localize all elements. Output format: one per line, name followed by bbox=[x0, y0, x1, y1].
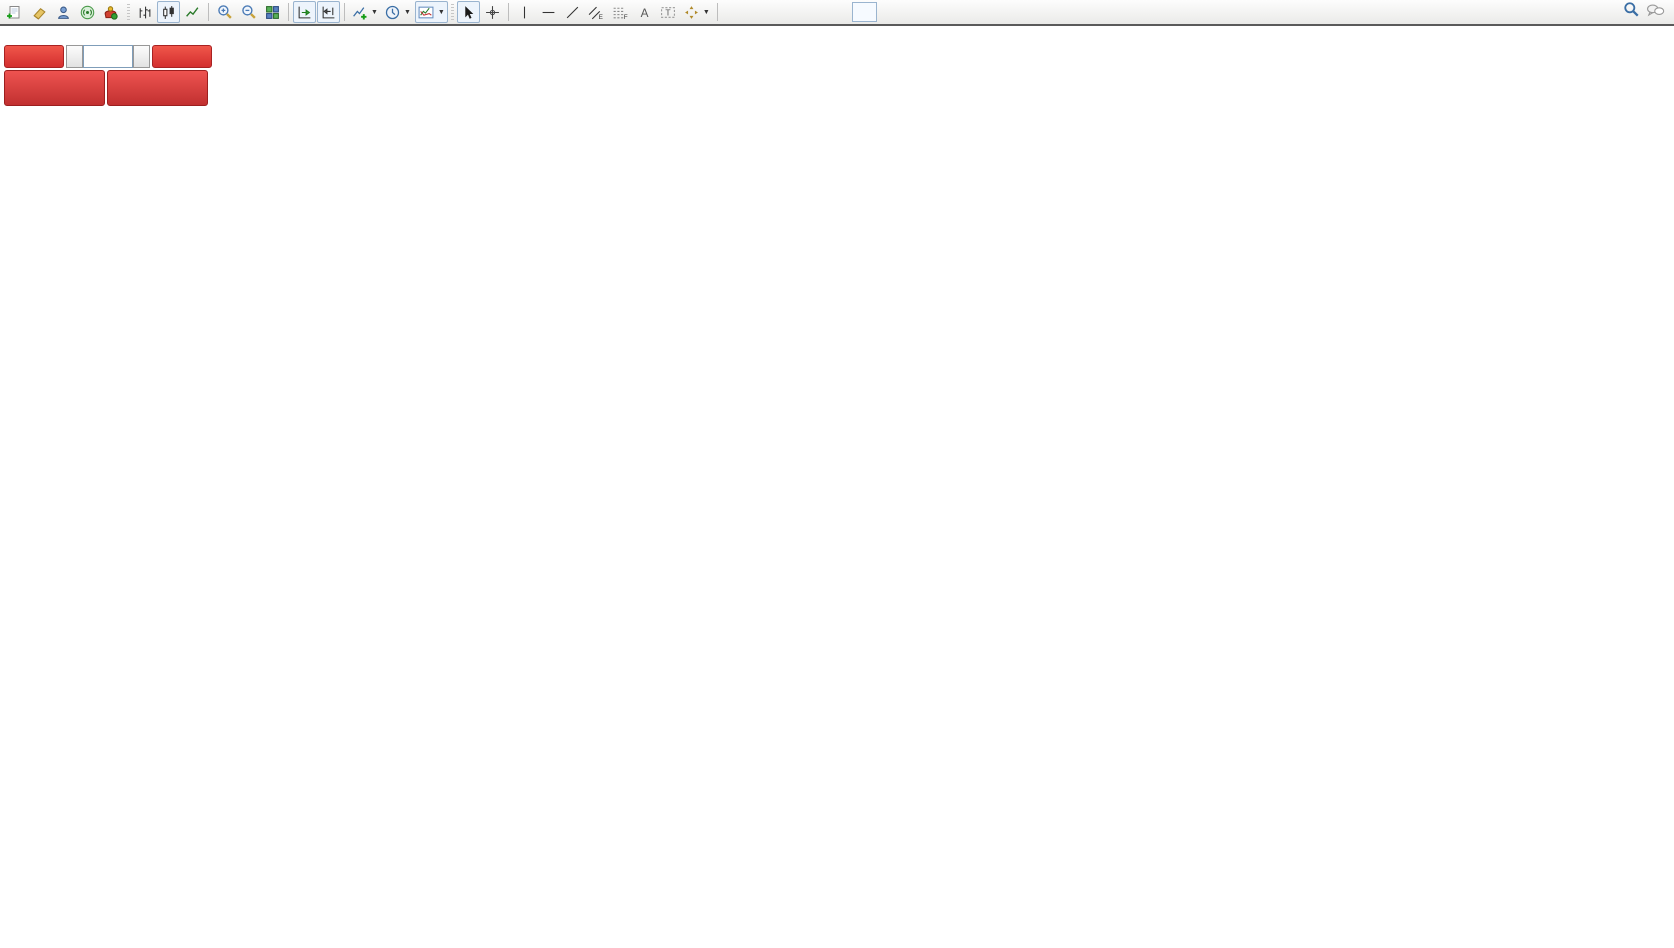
volume-stepper bbox=[66, 45, 150, 68]
sell-price-tile[interactable] bbox=[4, 70, 105, 106]
arrows-button[interactable]: ▼ bbox=[681, 1, 713, 23]
dropdown-caret-icon: ▼ bbox=[403, 8, 411, 16]
new-order-icon bbox=[6, 5, 21, 20]
arrows-icon bbox=[684, 5, 699, 20]
toolbar-separator bbox=[288, 3, 289, 21]
horizontal-line-icon bbox=[541, 5, 556, 20]
toolbar-separator bbox=[208, 3, 209, 21]
svg-text:F: F bbox=[624, 13, 628, 19]
text-label-icon: T bbox=[660, 5, 676, 20]
candlestick-chart-icon bbox=[161, 5, 176, 20]
cursor-icon bbox=[461, 5, 476, 20]
timeframe-mn-button[interactable] bbox=[930, 2, 955, 22]
svg-text:A: A bbox=[640, 6, 648, 19]
clock-icon bbox=[385, 5, 400, 20]
zoom-out-icon bbox=[241, 4, 257, 20]
tile-windows-icon bbox=[265, 5, 280, 20]
auto-scroll-button[interactable] bbox=[293, 1, 316, 23]
volume-decrease-button[interactable] bbox=[66, 45, 83, 68]
zoom-in-icon bbox=[217, 4, 233, 20]
timeframe-m15-button[interactable] bbox=[774, 2, 799, 22]
fibonacci-icon: F bbox=[612, 5, 628, 20]
chat-icon[interactable] bbox=[1646, 2, 1665, 23]
timeframe-d1-button[interactable] bbox=[878, 2, 903, 22]
eraser-icon bbox=[32, 5, 47, 20]
dropdown-caret-icon: ▼ bbox=[437, 8, 445, 16]
dropdown-caret-icon: ▼ bbox=[702, 8, 710, 16]
profile-icon bbox=[56, 5, 71, 20]
svg-text:T: T bbox=[666, 7, 671, 17]
line-chart-icon bbox=[185, 5, 200, 20]
signal-button[interactable] bbox=[76, 1, 99, 23]
toolbar-separator bbox=[507, 3, 509, 21]
vertical-line-button[interactable] bbox=[513, 1, 536, 23]
dropdown-caret-icon: ▼ bbox=[371, 8, 378, 16]
one-click-trading-panel bbox=[4, 45, 212, 106]
chart-shift-icon bbox=[321, 5, 336, 20]
tile-windows-button[interactable] bbox=[261, 1, 284, 23]
text-button[interactable]: A bbox=[633, 1, 656, 23]
buy-price-tile[interactable] bbox=[107, 70, 208, 106]
toolbar-separator bbox=[716, 3, 718, 21]
vertical-line-icon bbox=[517, 5, 532, 20]
signal-icon bbox=[80, 5, 95, 20]
timeframe-m1-button[interactable] bbox=[722, 2, 747, 22]
templates-button[interactable]: ▼ bbox=[414, 1, 448, 23]
new-order-button[interactable] bbox=[3, 1, 27, 23]
zoom-out-button[interactable] bbox=[237, 1, 260, 23]
fibonacci-button[interactable]: F bbox=[609, 1, 632, 23]
line-chart-button[interactable] bbox=[181, 1, 204, 23]
bar-chart-icon bbox=[137, 5, 152, 20]
indicators-button[interactable]: ▼ bbox=[349, 1, 381, 23]
sell-button[interactable] bbox=[4, 45, 64, 68]
buy-button[interactable] bbox=[152, 45, 212, 68]
main-toolbar: ▼ ▼ ▼ E F A T ▼ bbox=[0, 0, 1674, 26]
template-icon bbox=[418, 5, 434, 20]
trendline-icon bbox=[565, 5, 580, 20]
volume-increase-button[interactable] bbox=[133, 45, 150, 68]
zoom-in-button[interactable] bbox=[213, 1, 236, 23]
profile-button[interactable] bbox=[52, 1, 75, 23]
trendline-button[interactable] bbox=[561, 1, 584, 23]
price-chart-canvas[interactable] bbox=[0, 26, 1674, 948]
timeframe-m5-button[interactable] bbox=[748, 2, 773, 22]
timeframe-w1-button[interactable] bbox=[904, 2, 929, 22]
equidistant-channel-button[interactable]: E bbox=[585, 1, 608, 23]
svg-text:E: E bbox=[599, 13, 603, 19]
timeframe-m30-button[interactable] bbox=[800, 2, 825, 22]
horizontal-line-button[interactable] bbox=[537, 1, 560, 23]
text-label-button[interactable]: T bbox=[657, 1, 680, 23]
toolbar-grip bbox=[127, 4, 130, 20]
chart-shift-button[interactable] bbox=[317, 1, 340, 23]
auto-scroll-icon bbox=[297, 5, 312, 20]
auto-trading-icon bbox=[103, 5, 118, 20]
bar-chart-button[interactable] bbox=[133, 1, 156, 23]
periods-button[interactable]: ▼ bbox=[382, 1, 414, 23]
cursor-button[interactable] bbox=[456, 1, 480, 23]
toolbar-separator bbox=[344, 3, 345, 21]
crosshair-icon bbox=[485, 5, 500, 20]
channel-icon: E bbox=[588, 5, 604, 20]
auto-trading-button[interactable] bbox=[100, 1, 124, 23]
volume-input[interactable] bbox=[83, 45, 133, 68]
candlestick-chart-button[interactable] bbox=[157, 1, 180, 23]
chart-region bbox=[0, 26, 1674, 948]
text-a-icon: A bbox=[637, 5, 652, 20]
search-icon[interactable] bbox=[1623, 1, 1640, 23]
indicators-icon bbox=[352, 5, 367, 20]
toolbar-grip bbox=[450, 4, 454, 20]
timeframe-h1-button[interactable] bbox=[826, 2, 851, 22]
eraser-button[interactable] bbox=[28, 1, 51, 23]
timeframe-h4-button[interactable] bbox=[851, 2, 877, 22]
crosshair-button[interactable] bbox=[481, 1, 504, 23]
